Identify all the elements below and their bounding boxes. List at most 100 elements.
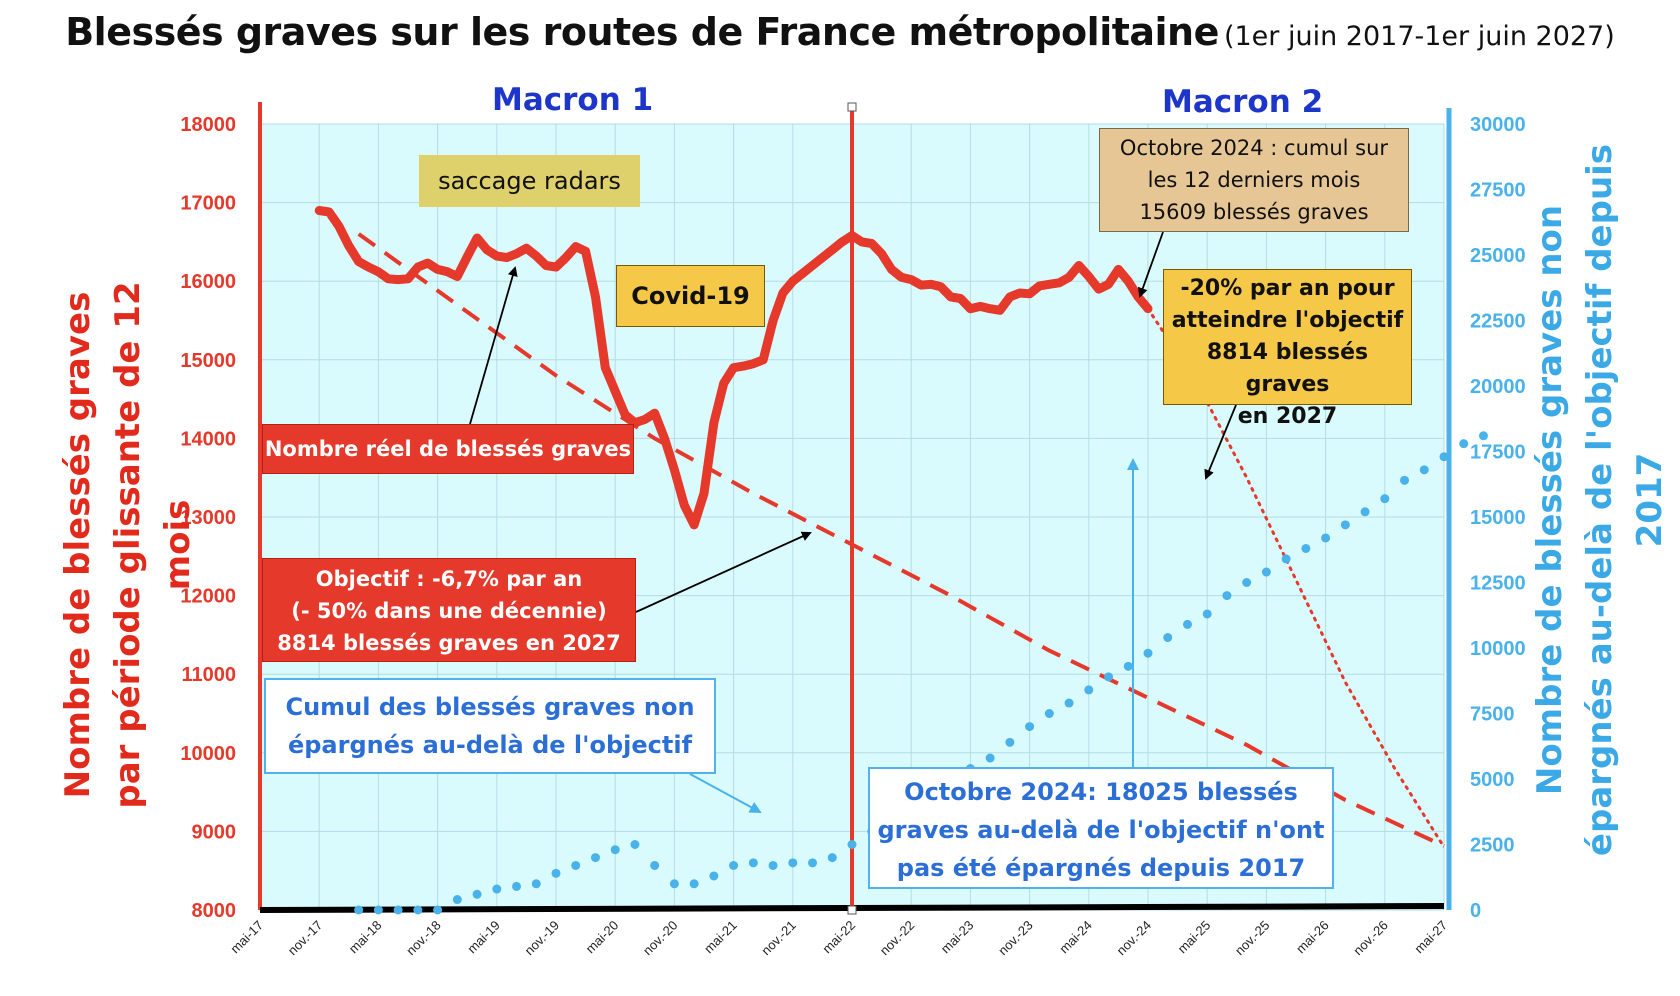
y-left-tick-label: 13000 bbox=[180, 507, 236, 529]
y-left-tick-label: 18000 bbox=[180, 114, 236, 136]
series-cumul-point bbox=[1163, 633, 1173, 643]
series-cumul-point bbox=[1123, 661, 1133, 671]
series-cumul-point bbox=[788, 858, 798, 868]
x-tick-label: nov.-20 bbox=[640, 918, 681, 959]
x-tick-label: nov.-22 bbox=[877, 918, 918, 959]
y-left-tick-label: 15000 bbox=[180, 350, 236, 372]
annotation-target20-line: 8814 blessés graves bbox=[1206, 340, 1369, 397]
annotation-target20: -20% par an pour atteindre l'objectif 88… bbox=[1163, 269, 1412, 429]
series-cumul-point bbox=[571, 860, 581, 870]
y-right-tick-label: 17500 bbox=[1470, 442, 1526, 464]
annotation-target20-line: en 2027 bbox=[1237, 404, 1338, 429]
series-line-0 bbox=[314, 206, 1153, 530]
series-cumul-point bbox=[985, 753, 995, 763]
x-tick-label: nov.-21 bbox=[758, 918, 799, 959]
series-cumul-point bbox=[1222, 591, 1232, 601]
annotation-radars: saccage radars bbox=[419, 155, 640, 207]
series-cumul-point bbox=[1419, 465, 1429, 475]
annotation-objective-line: Objectif : -6,7% par an bbox=[315, 567, 583, 591]
annotation-cumul-line: épargnés au-delà de l'objectif bbox=[287, 731, 693, 759]
annotation-oct2024-total-line: Octobre 2024: 18025 blessés bbox=[904, 778, 1298, 806]
x-tick-label: nov.-18 bbox=[403, 918, 444, 959]
annotation-target20-line: -20% par an pour bbox=[1180, 276, 1395, 301]
x-tick-label: mai-21 bbox=[701, 918, 740, 957]
x-tick-label: mai-22 bbox=[819, 918, 858, 957]
divider-handle-bottom bbox=[847, 905, 857, 915]
y-right-tick-label: 0 bbox=[1470, 900, 1481, 922]
series-cumul-point bbox=[413, 905, 423, 915]
series-cumul-point bbox=[1242, 578, 1252, 587]
annotation-oct2024-cum12: Octobre 2024 : cumul sur les 12 derniers… bbox=[1099, 128, 1409, 232]
series-cumul-point bbox=[492, 884, 502, 894]
annotation-oct2024-total: Octobre 2024: 18025 blessés graves au-de… bbox=[868, 767, 1334, 889]
x-tick-label: nov.-17 bbox=[285, 918, 326, 959]
arrow-oct2024-cum12 bbox=[1138, 231, 1164, 298]
annotation-actual: Nombre réel de blessés graves bbox=[262, 424, 634, 474]
x-tick-label: mai-19 bbox=[464, 918, 503, 957]
arrow-cumul bbox=[689, 773, 762, 813]
series-cumul-point bbox=[1400, 475, 1410, 485]
x-tick-label: mai-23 bbox=[938, 918, 977, 957]
y-left-tick-label: 10000 bbox=[180, 743, 236, 765]
annotation-oct2024-cum12-line: Octobre 2024 : cumul sur bbox=[1119, 136, 1389, 160]
y-right-tick-label: 27500 bbox=[1470, 180, 1526, 202]
y-right-tick-label: 5000 bbox=[1470, 769, 1515, 791]
series-cumul-point bbox=[768, 860, 778, 870]
annotation-objective-line: 8814 blessés graves en 2027 bbox=[277, 631, 621, 655]
y-right-tick-label: 12500 bbox=[1470, 573, 1526, 595]
y-left-tick-label: 11000 bbox=[181, 664, 236, 686]
series-cumul-point bbox=[630, 840, 640, 849]
annotation-covid: Covid-19 bbox=[616, 265, 765, 327]
series-cumul-point bbox=[1261, 567, 1271, 577]
series-cumul-point bbox=[748, 858, 758, 868]
series-cumul-point bbox=[512, 881, 522, 891]
series-cumul-point bbox=[551, 868, 561, 878]
x-tick-label: mai-18 bbox=[346, 918, 385, 957]
arrow-target20 bbox=[1204, 404, 1237, 480]
divider-handle-top bbox=[847, 102, 857, 112]
series-cumul-point bbox=[531, 879, 541, 889]
annotation-cumul: Cumul des blessés graves non épargnés au… bbox=[264, 678, 716, 774]
series-cumul-point bbox=[1005, 737, 1015, 747]
series-cumul-point bbox=[1340, 520, 1350, 530]
series-cumul-point bbox=[373, 905, 383, 915]
chart-title: Blessés graves sur les routes de France … bbox=[0, 10, 1680, 54]
series-cumul-point bbox=[808, 858, 818, 868]
series-cumul-point bbox=[472, 889, 482, 899]
y-right-tick-label: 10000 bbox=[1470, 638, 1526, 660]
arrow-actual bbox=[469, 266, 518, 425]
series-cumul-point bbox=[452, 895, 462, 905]
y-right-tick-label: 22500 bbox=[1470, 311, 1526, 333]
annotation-oct2024-cum12-line: 15609 blessés graves bbox=[1139, 200, 1369, 224]
y-right-tick-label: 25000 bbox=[1470, 245, 1526, 267]
series-cumul-point bbox=[590, 853, 600, 863]
series-cumul-point bbox=[1182, 619, 1192, 629]
series-cumul-point bbox=[1478, 431, 1488, 441]
x-tick-label: nov.-26 bbox=[1350, 918, 1391, 959]
series-cumul-point bbox=[827, 853, 837, 863]
x-tick-label: nov.-23 bbox=[995, 918, 1036, 959]
series-cumul-point bbox=[1143, 648, 1153, 658]
x-tick-label: nov.-24 bbox=[1114, 918, 1155, 959]
y-left-tick-label: 8000 bbox=[192, 900, 237, 922]
era-label-macron-1: Macron 1 bbox=[492, 82, 654, 118]
annotation-cumul-line: Cumul des blessés graves non bbox=[285, 693, 695, 721]
x-tick-label: nov.-19 bbox=[522, 918, 563, 959]
series-cumul-point bbox=[393, 905, 403, 915]
series-cumul-point bbox=[1281, 554, 1291, 564]
series-cumul-point bbox=[1321, 533, 1331, 543]
series-cumul-point bbox=[1064, 698, 1074, 708]
series-cumul-point bbox=[847, 840, 857, 849]
series-cumul-point bbox=[1439, 452, 1449, 462]
x-tick-label: mai-24 bbox=[1056, 918, 1095, 957]
annotation-oct2024-cum12-line: les 12 derniers mois bbox=[1147, 168, 1361, 192]
series-cumul-point bbox=[650, 860, 660, 870]
series-cumul-point bbox=[709, 871, 719, 881]
series-cumul-point bbox=[610, 845, 620, 855]
x-tick-label: mai-17 bbox=[227, 918, 266, 957]
x-tick-label: mai-20 bbox=[583, 918, 622, 957]
right-axis-label-text: Nombre de blessés graves non épargnés au… bbox=[1530, 143, 1670, 857]
series-cumul-point bbox=[1301, 543, 1311, 553]
era-label-macron-2: Macron 2 bbox=[1162, 84, 1324, 120]
series-cumul-point bbox=[1084, 685, 1094, 695]
